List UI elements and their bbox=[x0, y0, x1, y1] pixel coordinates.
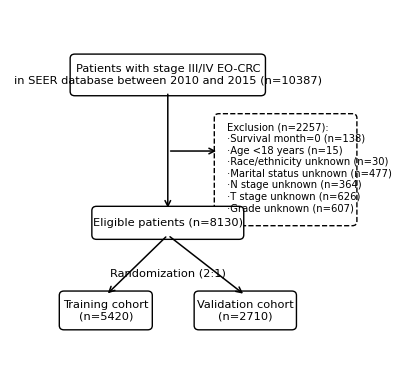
FancyBboxPatch shape bbox=[70, 54, 266, 96]
FancyBboxPatch shape bbox=[92, 206, 244, 239]
FancyBboxPatch shape bbox=[214, 114, 357, 226]
Text: Exclusion (n=2257):
·Survival month=0 (n=138)
·Age <18 years (n=15)
·Race/ethnic: Exclusion (n=2257): ·Survival month=0 (n… bbox=[227, 122, 392, 213]
Text: Patients with stage III/IV EO-CRC
in SEER database between 2010 and 2015 (n=1038: Patients with stage III/IV EO-CRC in SEE… bbox=[14, 64, 322, 86]
FancyBboxPatch shape bbox=[59, 291, 152, 330]
Text: Training cohort
(n=5420): Training cohort (n=5420) bbox=[63, 300, 148, 321]
Text: Validation cohort
(n=2710): Validation cohort (n=2710) bbox=[197, 300, 294, 321]
FancyBboxPatch shape bbox=[194, 291, 296, 330]
Text: Randomization (2:1): Randomization (2:1) bbox=[110, 268, 226, 278]
Text: Eligible patients (n=8130): Eligible patients (n=8130) bbox=[93, 218, 243, 228]
